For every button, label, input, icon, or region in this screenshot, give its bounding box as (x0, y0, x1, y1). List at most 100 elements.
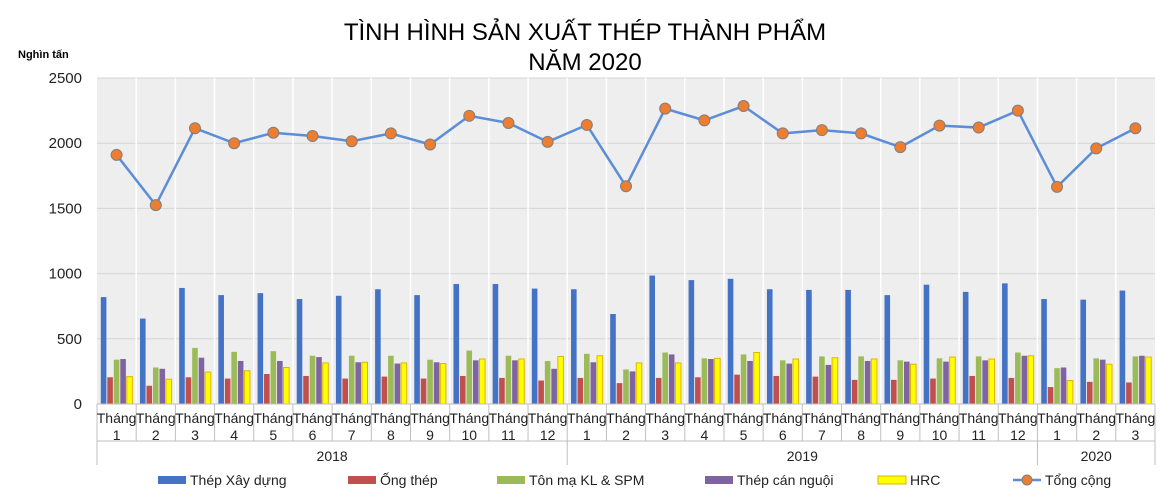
bar-tôn-mạ-kl-&-spm (544, 360, 551, 404)
x-tick-label-number: 8 (857, 427, 865, 443)
bar-thép-cán-nguội (825, 364, 832, 404)
x-tick-label-number: 1 (1053, 427, 1061, 443)
total-point (384, 127, 397, 140)
x-tick-label-number: 1 (583, 427, 591, 443)
y-tick-label: 1000 (49, 266, 82, 283)
bar-ống-thép (890, 379, 897, 404)
x-tick-label-number: 7 (818, 427, 826, 443)
total-point (659, 102, 672, 115)
bar-ống-thép (224, 378, 231, 404)
bar-hrc (949, 356, 956, 405)
bar-tôn-mạ-kl-&-spm (466, 350, 473, 404)
bar-ống-thép (695, 377, 701, 404)
bar-thép-cán-nguội (629, 371, 636, 404)
bar-ống-thép (459, 375, 466, 404)
legend-label: HRC (910, 472, 940, 488)
bar-tôn-mạ-kl-&-spm (975, 356, 982, 404)
bar-thép-cán-nguội (786, 363, 793, 404)
bar-hrc (283, 366, 290, 405)
y-tick-label: 500 (57, 331, 82, 348)
x-tick-label-word: Tháng (841, 410, 881, 426)
bar-tôn-mạ-kl-&-spm (152, 367, 159, 404)
total-point (188, 122, 201, 135)
bar-ống-thép (420, 378, 427, 404)
bar-hrc (988, 358, 995, 405)
bar-thép-cán-nguội (237, 360, 244, 404)
bar-hrc (1145, 356, 1152, 405)
bar-thép-cán-nguội (1139, 355, 1145, 404)
bar-thép-cán-nguội (864, 360, 871, 404)
bar-tôn-mạ-kl-&-spm (623, 369, 629, 404)
x-tick-label-word: Tháng (332, 410, 372, 426)
x-tick-label-word: Tháng (802, 410, 842, 426)
y-axis-unit-label: Nghìn tấn (18, 49, 69, 61)
legend-swatch (497, 476, 525, 484)
bar-thép-cán-nguội (903, 361, 910, 404)
bar-thép-cán-nguội (668, 354, 675, 404)
total-point (620, 180, 632, 193)
bar-hrc (165, 378, 173, 405)
bar-thép-xây-dựng (884, 295, 891, 404)
bar-hrc (1066, 380, 1074, 405)
bar-tôn-mạ-kl-&-spm (1093, 358, 1100, 404)
x-tick-label-number: 3 (191, 427, 199, 443)
bar-thép-xây-dựng (1041, 299, 1047, 404)
x-tick-label-number: 9 (896, 427, 904, 443)
bar-tôn-mạ-kl-&-spm (897, 360, 904, 404)
bar-hrc (439, 363, 447, 405)
bar-hrc (518, 358, 525, 405)
bar-ống-thép (146, 385, 153, 404)
bar-tôn-mạ-kl-&-spm (192, 347, 198, 404)
bar-hrc (909, 363, 917, 405)
y-tick-label: 1500 (49, 200, 82, 217)
x-tick-label-word: Tháng (998, 410, 1038, 426)
bar-hrc (126, 376, 133, 405)
total-point (737, 100, 750, 113)
bar-ống-thép (107, 377, 113, 404)
bar-thép-xây-dựng (571, 289, 577, 404)
x-tick-label-word: Tháng (606, 410, 646, 426)
bar-thép-cán-nguội (433, 362, 440, 404)
bar-hrc (478, 358, 486, 405)
bar-thép-xây-dựng (100, 297, 107, 404)
bar-thép-cán-nguội (159, 368, 166, 404)
x-tick-label-word: Tháng (371, 410, 411, 426)
total-point (776, 127, 789, 140)
x-tick-label-word: Tháng (489, 410, 529, 426)
bar-tôn-mạ-kl-&-spm (505, 355, 512, 404)
x-tick-label-number: 4 (700, 427, 708, 443)
bar-thép-cán-nguội (394, 363, 401, 404)
bar-ống-thép (381, 376, 388, 404)
bar-hrc (243, 370, 251, 405)
x-tick-label-word: Tháng (763, 410, 803, 426)
bar-thép-xây-dựng (688, 280, 695, 404)
bar-thép-xây-dựng (531, 288, 538, 404)
bar-thép-xây-dựng (335, 295, 342, 404)
total-point (1129, 122, 1142, 135)
bar-ống-thép (734, 374, 740, 404)
x-tick-label-word: Tháng (97, 410, 137, 426)
bar-thép-cán-nguội (198, 357, 205, 404)
bar-thép-xây-dựng (414, 295, 420, 404)
total-point (541, 135, 554, 148)
bar-ống-thép (930, 378, 936, 404)
legend-marker-swatch (1021, 474, 1033, 486)
bar-series (100, 275, 1152, 405)
x-tick-label-number: 5 (269, 427, 277, 443)
bar-thép-xây-dựng (257, 293, 264, 404)
bar-tôn-mạ-kl-&-spm (701, 358, 708, 404)
bar-ống-thép (303, 375, 309, 404)
total-point (345, 135, 358, 148)
x-tick-label-number: 12 (540, 427, 556, 443)
x-tick-label-number: 12 (1010, 427, 1026, 443)
bar-ống-thép (1008, 377, 1015, 404)
bar-hrc (204, 371, 212, 405)
bar-hrc (831, 357, 839, 405)
bar-thép-xây-dựng (766, 289, 773, 404)
bar-thép-cán-nguội (472, 360, 479, 404)
legend-swatch (877, 475, 907, 485)
bar-tôn-mạ-kl-&-spm (309, 355, 316, 404)
bar-hrc (714, 357, 721, 405)
x-tick-label-number: 3 (1132, 427, 1140, 443)
bar-thép-xây-dựng (806, 289, 812, 404)
